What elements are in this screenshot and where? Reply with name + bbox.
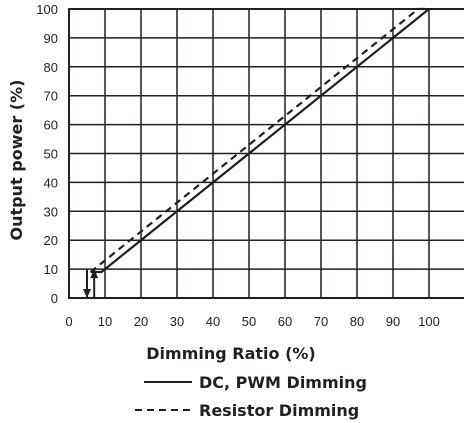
arrow-up-icon — [90, 269, 99, 279]
x-tick-label: 70 — [314, 314, 328, 329]
x-tick-label: 90 — [386, 314, 400, 329]
y-tick-label: 60 — [44, 118, 58, 133]
legend: DC, PWM Dimming Resistor Dimming — [135, 373, 367, 420]
plot-frame — [68, 8, 464, 299]
y-tick-label: 70 — [44, 89, 58, 104]
x-axis-title: Dimming Ratio (%) — [146, 344, 315, 363]
y-tick-label: 30 — [44, 204, 58, 219]
y-tick-label: 20 — [44, 233, 58, 248]
x-tick-label: 20 — [134, 314, 148, 329]
y-tick-label: 50 — [44, 147, 58, 162]
legend-label-dc-pwm: DC, PWM Dimming — [199, 373, 367, 392]
x-tick-label: 0 — [65, 314, 72, 329]
x-tick-label: 80 — [350, 314, 364, 329]
x-tick-label: 30 — [170, 314, 184, 329]
x-tick-label: 100 — [418, 314, 440, 329]
arrow-down-icon — [83, 289, 91, 298]
y-tick-label: 10 — [44, 262, 58, 277]
annotation-layer — [83, 269, 99, 298]
x-tick-label: 50 — [242, 314, 256, 329]
y-tick-label: 0 — [51, 291, 58, 306]
x-tick-label: 40 — [206, 314, 220, 329]
x-tick-label: 10 — [98, 314, 112, 329]
x-tick-labels: 0 10 20 30 40 50 60 70 80 90 100 — [65, 314, 439, 329]
y-tick-label: 40 — [44, 175, 58, 190]
y-tick-label: 100 — [36, 2, 58, 17]
y-axis-title: Output power (%) — [7, 80, 26, 241]
y-tick-labels: 0 10 20 30 40 50 60 70 80 90 100 — [36, 2, 58, 306]
y-tick-label: 80 — [44, 60, 58, 75]
y-tick-label: 90 — [44, 31, 58, 46]
grid — [69, 9, 464, 298]
legend-label-resistor: Resistor Dimming — [199, 401, 359, 420]
x-tick-label: 60 — [278, 314, 292, 329]
